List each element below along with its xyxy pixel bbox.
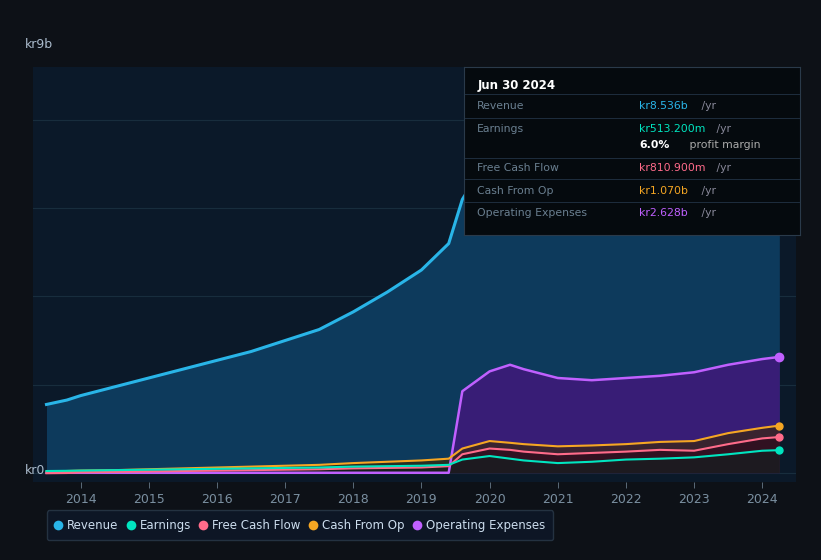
Text: Earnings: Earnings	[477, 124, 525, 134]
Text: kr1.070b: kr1.070b	[639, 186, 688, 195]
Text: Free Cash Flow: Free Cash Flow	[477, 163, 559, 173]
Text: /yr: /yr	[698, 101, 716, 111]
Text: kr9b: kr9b	[25, 38, 53, 50]
Text: Cash From Op: Cash From Op	[477, 186, 554, 195]
Text: /yr: /yr	[698, 208, 716, 218]
Text: Jun 30 2024: Jun 30 2024	[477, 79, 556, 92]
Text: kr0: kr0	[25, 464, 46, 478]
Text: /yr: /yr	[713, 124, 731, 134]
Text: 6.0%: 6.0%	[639, 141, 669, 150]
Text: kr810.900m: kr810.900m	[639, 163, 705, 173]
Text: /yr: /yr	[713, 163, 731, 173]
Text: kr8.536b: kr8.536b	[639, 101, 688, 111]
Text: Revenue: Revenue	[477, 101, 525, 111]
Text: kr513.200m: kr513.200m	[639, 124, 705, 134]
Text: Operating Expenses: Operating Expenses	[477, 208, 587, 218]
Text: profit margin: profit margin	[686, 141, 760, 150]
Text: /yr: /yr	[698, 186, 716, 195]
Legend: Revenue, Earnings, Free Cash Flow, Cash From Op, Operating Expenses: Revenue, Earnings, Free Cash Flow, Cash …	[47, 510, 553, 540]
Text: kr2.628b: kr2.628b	[639, 208, 688, 218]
